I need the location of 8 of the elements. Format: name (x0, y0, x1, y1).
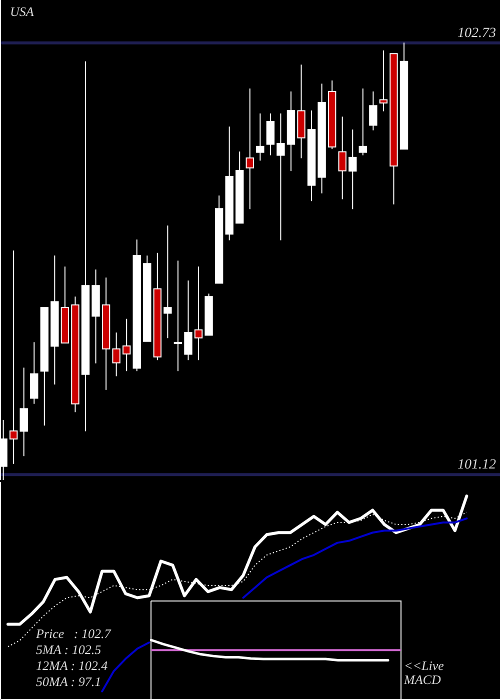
annotation: 50MA : 97.1 (36, 674, 102, 689)
y-tick-label: 101.12 (458, 458, 496, 473)
annotation: <<Live MACD (403, 658, 444, 687)
annotation: 12MA : 102.4 (36, 658, 108, 673)
annotation: Price : 102.7 (35, 626, 112, 641)
annotation: 5MA : 102.5 (36, 642, 102, 657)
chart-title: USA (10, 4, 34, 19)
y-tick-label: 102.73 (458, 26, 496, 41)
